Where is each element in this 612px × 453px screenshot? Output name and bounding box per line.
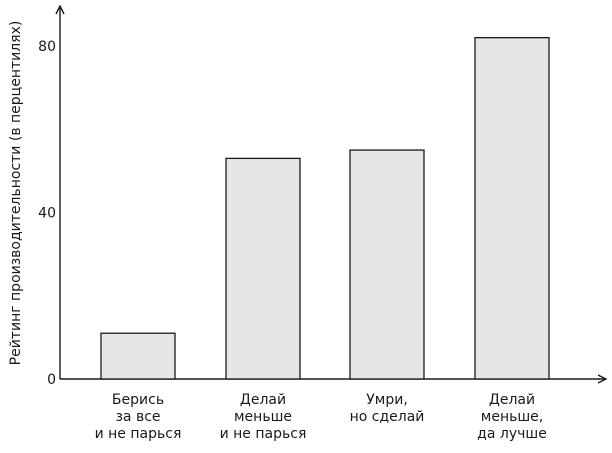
bars	[100, 37, 550, 380]
y-tick-label: 80	[38, 39, 56, 55]
category-label-line: но сделай	[350, 409, 425, 425]
category-label: Делай меньше и не парься	[220, 392, 307, 442]
bar	[349, 149, 425, 380]
category-label-line: меньше	[234, 409, 292, 425]
y-tick-label: 40	[38, 206, 56, 222]
y-axis-title: Рейтинг производительности (в перцентиля…	[8, 21, 24, 366]
category-label-line: за все	[115, 409, 160, 425]
y-ticks: 0 40 80	[38, 39, 56, 388]
category-label: Делай меньше, да лучше	[477, 392, 547, 442]
category-label-line: Делай	[489, 392, 535, 408]
category-label-line: да лучше	[477, 426, 547, 442]
category-label: Берись за все и не парься	[95, 392, 182, 442]
bar	[100, 332, 176, 380]
category-label-line: Берись	[112, 392, 164, 408]
category-label-line: и не парься	[220, 426, 307, 442]
category-label-line: меньше,	[481, 409, 543, 425]
category-label-line: и не парься	[95, 426, 182, 442]
y-tick-label: 0	[47, 372, 56, 388]
bar	[225, 157, 301, 380]
bar	[474, 37, 550, 380]
category-label-line: Умри,	[366, 392, 408, 408]
category-label: Умри, но сделай	[350, 392, 425, 425]
category-label-line: Делай	[240, 392, 286, 408]
